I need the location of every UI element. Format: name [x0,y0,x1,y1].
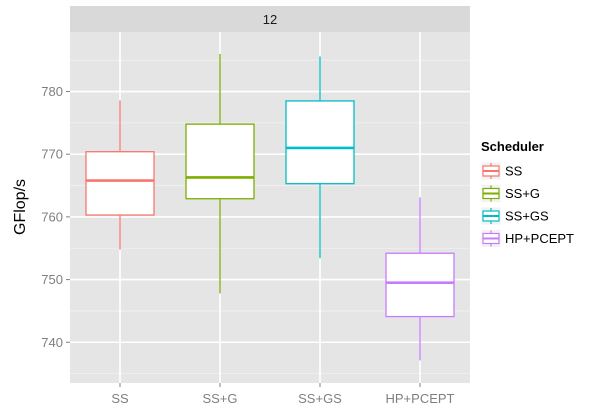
y-tick-label: 760 [41,209,63,224]
box-iqr [385,252,455,318]
y-tick-label: 750 [41,272,63,287]
x-axis: SS SS+G SS+GS HP+PCEPT [111,383,455,406]
x-tick-label: SS [111,391,129,406]
legend-item: SS+G [480,184,540,203]
legend: Scheduler SS SS+G SS+GS HP+PCEPT [480,139,574,248]
legend-label: SS [505,164,523,179]
x-tick-label: HP+PCEPT [386,391,455,406]
grid-minor [70,59,470,374]
y-tick-label: 780 [41,84,63,99]
legend-label: SS+GS [505,209,549,224]
legend-label: SS+G [505,186,540,201]
box-iqr [285,100,355,185]
box-hp-pcept [385,197,455,361]
boxes-layer [85,53,455,361]
box-iqr [85,151,155,216]
box-iqr [185,123,255,200]
legend-title: Scheduler [481,139,544,154]
facet-strip [70,6,470,32]
y-axis-title: GFlop/s [12,179,29,235]
y-tick-label: 740 [41,335,63,350]
legend-label: HP+PCEPT [505,231,574,246]
legend-item: SS+GS [480,206,549,226]
x-tick-label: SS+GS [298,391,342,406]
box-ss-gs [285,56,355,259]
facet-strip-label: 12 [263,12,277,27]
y-axis: 740 750 760 770 780 [41,84,70,350]
box-ss-g [185,53,255,294]
x-tick-label: SS+G [202,391,237,406]
legend-item: SS [480,161,523,181]
box-ss [85,100,155,250]
y-tick-label: 770 [41,147,63,162]
legend-item: HP+PCEPT [480,229,574,248]
